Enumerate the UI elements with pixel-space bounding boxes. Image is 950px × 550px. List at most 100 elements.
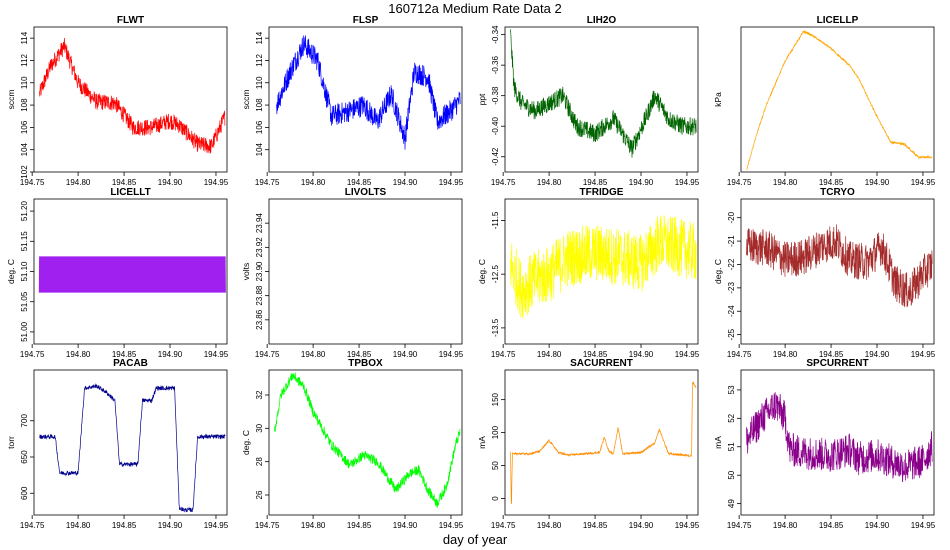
y-tick-label: 30 — [255, 423, 264, 432]
y-tick-label: 106 — [255, 120, 264, 134]
y-tick-label: 51.15 — [20, 231, 29, 252]
y-tick-label: -24 — [727, 305, 736, 317]
panel-licellt: LICELLT 194.75 194.80 194.85 194.90 194.95 51.… — [6, 187, 229, 359]
panel-lih2o: LIH2O 194.75 194.80 194.85 194.90 194.95 -0.42… — [477, 15, 700, 187]
figure-xlabel: day of year — [443, 532, 508, 547]
y-tick-label: -20 — [727, 211, 736, 223]
y-tick-label: -0.36 — [491, 55, 500, 74]
x-tick-label: 194.95 — [911, 178, 936, 187]
y-axis-label: sccm — [241, 90, 251, 110]
y-tick-label: 51.05 — [20, 291, 29, 312]
x-tick-label: 194.95 — [204, 350, 229, 359]
y-tick-label: 50 — [727, 470, 736, 479]
panel-title: TFRIDGE — [580, 187, 624, 198]
x-tick-label: 194.80 — [773, 521, 798, 530]
x-tick-label: 194.85 — [819, 178, 844, 187]
plot-frame — [740, 198, 935, 345]
series-line — [746, 224, 933, 308]
y-axis-label: ppt — [477, 93, 487, 105]
series-line — [510, 381, 697, 505]
series-line — [39, 383, 226, 513]
x-tick-label: 194.95 — [204, 521, 229, 530]
y-tick-label: 51 — [727, 442, 736, 451]
x-tick-label: 194.85 — [112, 178, 137, 187]
x-tick-label: 194.90 — [158, 350, 183, 359]
x-tick-label: 194.95 — [675, 521, 700, 530]
x-tick-label: 194.75 — [727, 350, 752, 359]
x-tick-label: 194.95 — [675, 350, 700, 359]
panel-licellp: LICELLP 194.75 194.80 194.85 194.90 194.95 kPa — [713, 15, 936, 187]
plot-frame — [504, 198, 699, 345]
x-tick-label: 194.80 — [773, 350, 798, 359]
y-tick-label: 600 — [20, 486, 29, 500]
y-tick-label: 700 — [20, 414, 29, 428]
panel-title: PACAB — [113, 358, 148, 369]
plot-frame — [504, 369, 699, 516]
y-axis-label: deg. C — [241, 430, 251, 455]
plot-frame — [33, 369, 228, 516]
panel-title: TPBOX — [348, 358, 383, 369]
plot-frame — [740, 26, 935, 173]
panel-title: LICELLP — [817, 15, 859, 26]
y-tick-label: 23.90 — [255, 261, 264, 282]
y-tick-label: 104 — [20, 142, 29, 156]
x-tick-label: 194.75 — [255, 521, 280, 530]
plot-frame — [504, 26, 699, 173]
x-tick-label: 194.95 — [439, 521, 464, 530]
x-tick-label: 194.95 — [911, 521, 936, 530]
y-tick-label: 0 — [491, 496, 500, 501]
series-line — [746, 392, 933, 483]
panel-title: FLWT — [117, 15, 144, 26]
y-tick-label: 110 — [20, 76, 29, 89]
y-tick-label: 150 — [491, 392, 500, 406]
series-line — [38, 256, 226, 293]
x-tick-label: 194.95 — [439, 178, 464, 187]
series-line — [39, 37, 226, 154]
panel-title: LIVOLTS — [345, 187, 387, 198]
series-line — [510, 29, 697, 158]
x-tick-label: 194.90 — [393, 521, 418, 530]
figure-title: 160712a Medium Rate Data 2 — [388, 1, 561, 16]
y-axis-label: deg. C — [713, 259, 723, 284]
panel-tfridge: TFRIDGE 194.75 194.80 194.85 194.90 194.95 -13… — [477, 187, 700, 359]
x-tick-label: 194.90 — [158, 178, 183, 187]
y-tick-label: 51.10 — [20, 261, 29, 282]
panel-tcryo: TCRYO 194.75 194.80 194.85 194.90 194.95 -25 -2… — [713, 187, 936, 359]
series-line — [746, 30, 933, 171]
y-tick-label: 51.20 — [20, 201, 29, 222]
x-tick-label: 194.75 — [491, 521, 516, 530]
x-tick-label: 194.80 — [66, 521, 91, 530]
y-tick-label: 112 — [20, 54, 29, 67]
x-tick-label: 194.85 — [112, 521, 137, 530]
y-tick-label: 102 — [20, 165, 29, 179]
y-tick-label: 112 — [255, 54, 264, 67]
y-tick-label: 32 — [255, 390, 264, 399]
x-tick-label: 194.90 — [393, 178, 418, 187]
x-tick-label: 194.75 — [20, 350, 45, 359]
panel-flsp: FLSP 194.75 194.80 194.85 194.90 194.95 104 106… — [241, 15, 464, 187]
y-tick-label: 108 — [20, 98, 29, 112]
y-tick-label: 26 — [255, 490, 264, 499]
panel-title: TCRYO — [820, 187, 855, 198]
x-tick-label: 194.75 — [20, 521, 45, 530]
panel-pacab: PACAB 194.75 194.80 194.85 194.90 194.95 600 65… — [6, 358, 229, 530]
panel-tpbox: TPBOX 194.75 194.80 194.85 194.90 194.95 26 28 3… — [241, 358, 464, 530]
y-tick-label: 104 — [255, 142, 264, 156]
x-tick-label: 194.90 — [158, 521, 183, 530]
y-tick-label: -22 — [727, 258, 736, 270]
y-tick-label: -23 — [727, 282, 736, 294]
panel-title: SACURRENT — [570, 358, 633, 369]
y-tick-label: 114 — [255, 31, 264, 44]
x-tick-label: 194.80 — [537, 350, 562, 359]
panel-title: SPCURRENT — [806, 358, 868, 369]
x-tick-label: 194.95 — [911, 350, 936, 359]
x-tick-label: 194.85 — [583, 350, 608, 359]
y-tick-label: -13.5 — [491, 318, 500, 337]
plot-frame — [268, 26, 463, 173]
x-tick-label: 194.90 — [865, 350, 890, 359]
panel-spcurrent: SPCURRENT 194.75 194.80 194.85 194.90 194.95 4… — [713, 358, 936, 530]
y-tick-label: 51.00 — [20, 321, 29, 342]
y-tick-label: 114 — [20, 31, 29, 44]
y-tick-label: -0.42 — [491, 147, 500, 166]
y-tick-label: 53 — [727, 385, 736, 394]
